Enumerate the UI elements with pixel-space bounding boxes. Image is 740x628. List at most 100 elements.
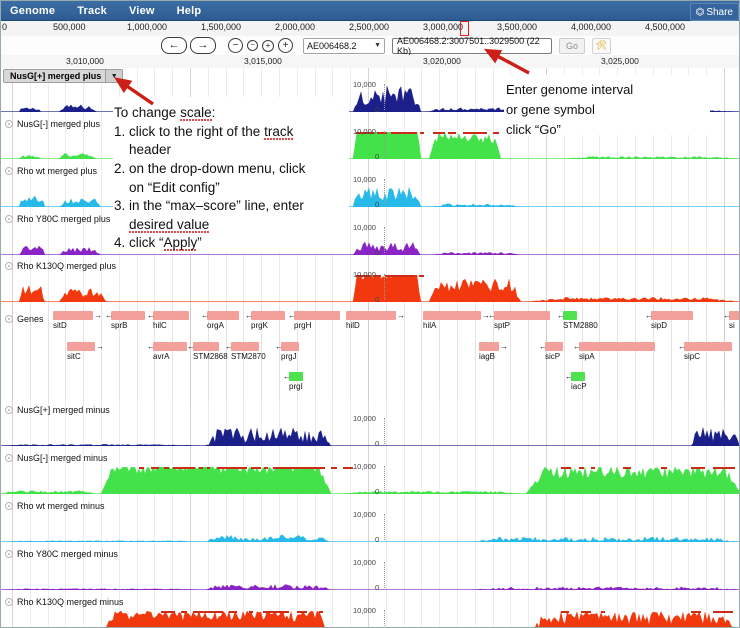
- gene-feature[interactable]: [53, 311, 93, 320]
- track-toggle-icon[interactable]: [5, 262, 13, 270]
- gene-strand-arrow-icon: ←: [283, 372, 291, 381]
- location-input[interactable]: AE006468.2:3007501..3029500 (22 Kb): [392, 36, 552, 56]
- track-header[interactable]: NusG[-] merged minus: [5, 453, 108, 463]
- track-header[interactable]: Genes: [5, 314, 44, 324]
- gene-feature[interactable]: [207, 311, 239, 320]
- gene-feature[interactable]: [346, 311, 396, 320]
- gene-feature[interactable]: [651, 311, 693, 320]
- track-label: NusG[+] merged minus: [17, 405, 110, 415]
- saturation-marker: [297, 610, 307, 613]
- genes-track: Genes → sitD ← sprB ← hilC ← orgA ← prgK ← prgH → hilD…: [1, 306, 739, 402]
- track-toggle-icon[interactable]: [5, 598, 13, 606]
- track-header[interactable]: Rho wt merged plus: [5, 166, 97, 176]
- menu-track[interactable]: Track: [77, 4, 107, 17]
- viewport-marker[interactable]: [460, 21, 469, 36]
- saturation-marker: [319, 610, 323, 613]
- gene-feature[interactable]: [571, 372, 585, 381]
- track-toggle-icon[interactable]: [5, 215, 13, 223]
- gene-feature[interactable]: [111, 311, 145, 320]
- track-toggle-icon[interactable]: [5, 315, 13, 323]
- gene-feature[interactable]: [294, 311, 340, 320]
- saturation-marker: [139, 466, 144, 469]
- track-toggle-icon[interactable]: [5, 454, 13, 462]
- gridline: [421, 68, 422, 627]
- gridline: [671, 68, 672, 627]
- gene-label: sprB: [111, 321, 128, 330]
- tools-icon[interactable]: 🛠: [592, 37, 612, 54]
- baseline: [1, 158, 739, 159]
- gene-strand-arrow-icon: ←: [187, 342, 195, 351]
- saturation-marker: [273, 466, 325, 469]
- gene-feature[interactable]: [563, 311, 577, 320]
- track-toggle-icon[interactable]: [5, 167, 13, 175]
- track-toggle-icon[interactable]: [5, 120, 13, 128]
- gene-feature[interactable]: [193, 342, 219, 351]
- gene-feature[interactable]: [423, 311, 481, 320]
- saturation-marker: [713, 466, 735, 469]
- arrow-right-icon[interactable]: →: [190, 37, 216, 54]
- zoom-out-icon[interactable]: −: [228, 38, 243, 53]
- annotation-step: 4. click “Apply”: [114, 235, 202, 253]
- track-header[interactable]: Rho K130Q merged plus: [5, 261, 116, 271]
- saturation-marker: [229, 610, 237, 613]
- gene-feature[interactable]: [684, 342, 732, 351]
- zoom-in-icon[interactable]: +: [278, 38, 293, 53]
- detail-tick-label: 3,020,000: [423, 56, 461, 66]
- track-header[interactable]: NusG[-] merged plus: [5, 119, 100, 129]
- overview-tick-label: 4,500,000: [645, 22, 686, 32]
- zoom-out-small-icon[interactable]: −: [247, 40, 258, 51]
- menu-genome[interactable]: Genome: [10, 4, 56, 17]
- saturation-marker: [433, 131, 445, 134]
- gene-feature[interactable]: [729, 311, 739, 320]
- baseline: [1, 541, 739, 542]
- saturation-marker: [623, 466, 631, 469]
- arrow-left-icon[interactable]: ←: [161, 37, 187, 54]
- gene-feature[interactable]: [153, 311, 189, 320]
- annotation-line: or gene symbol: [506, 102, 595, 118]
- gene-strand-arrow-icon: ←: [105, 311, 113, 320]
- gene-feature[interactable]: [281, 342, 299, 351]
- gene-feature[interactable]: [289, 372, 303, 381]
- whole-genome-ruler[interactable]: 0 500,000 1,000,000 1,500,000 2,000,000 2,500…: [1, 21, 739, 37]
- track-header[interactable]: Rho Y80C merged plus: [5, 214, 110, 224]
- overview-tick-label: 500,000: [53, 22, 86, 32]
- go-button[interactable]: Go: [559, 37, 586, 54]
- track-header[interactable]: Rho Y80C merged minus: [5, 549, 118, 559]
- track-minus-2: Rho wt merged minus 10,000 0: [1, 500, 739, 544]
- gene-feature[interactable]: [494, 311, 550, 320]
- menu-help[interactable]: Help: [176, 4, 202, 17]
- track-label: Rho K130Q merged plus: [17, 261, 117, 271]
- gene-feature[interactable]: [545, 342, 563, 351]
- gene-feature[interactable]: [153, 342, 187, 351]
- overview-tick-label: 2,500,000: [349, 22, 390, 32]
- track-toggle-icon[interactable]: [5, 502, 13, 510]
- gene-strand-arrow-icon: ←: [488, 311, 496, 320]
- track-minus-1: NusG[-] merged minus 10,000 0: [1, 452, 739, 496]
- gene-feature[interactable]: [479, 342, 499, 351]
- track-header[interactable]: NusG[+] merged minus: [5, 405, 110, 415]
- track-header[interactable]: Rho K130Q merged minus: [5, 597, 124, 607]
- y-axis-line: [384, 418, 385, 444]
- gene-feature[interactable]: [251, 311, 285, 320]
- gridline: [386, 68, 387, 627]
- menu-view[interactable]: View: [128, 4, 155, 17]
- selected-track-header[interactable]: NusG[+] merged plus ▼: [3, 69, 124, 83]
- gene-feature[interactable]: [67, 342, 95, 351]
- gridline: [65, 68, 66, 627]
- gene-label: si: [729, 321, 735, 330]
- gene-strand-arrow-icon: →: [96, 342, 104, 351]
- accession-select[interactable]: AE006468.2 ▼: [303, 37, 385, 54]
- gene-label: STM2870: [231, 352, 266, 361]
- track-toggle-icon[interactable]: [5, 406, 13, 414]
- share-button[interactable]: ⏣ Share: [689, 3, 739, 21]
- gene-feature[interactable]: [231, 342, 259, 351]
- arrow-to-location-input: [483, 48, 530, 75]
- track-minus-3: Rho Y80C merged minus 10,000 0: [1, 548, 739, 592]
- gene-feature[interactable]: [579, 342, 655, 351]
- zoom-in-small-icon[interactable]: +: [262, 39, 274, 52]
- gene-strand-arrow-icon: ←: [245, 311, 253, 320]
- track-toggle-icon[interactable]: [5, 550, 13, 558]
- track-header[interactable]: Rho wt merged minus: [5, 501, 105, 511]
- track-label: Rho wt merged plus: [17, 166, 98, 176]
